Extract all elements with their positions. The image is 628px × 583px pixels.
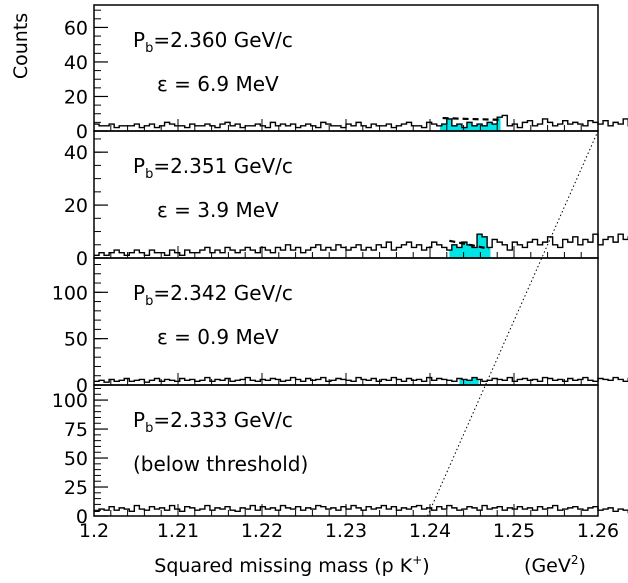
x-axis-label-main: Squared missing mass (p K [154,555,412,577]
frame-panel-1 [93,4,599,132]
x-axis-label: Squared missing mass (p K+) [154,553,429,577]
x-axis-unit: (GeV2) [524,553,586,577]
beam-momentum-subscript: b [145,41,153,56]
y-tick-label: 60 [64,17,88,39]
panel-1: 0 20 40 60 Pb=2.360 GeV/c ε = 6.9 MeV [64,4,628,143]
y-tick-label: 50 [64,329,88,351]
x-tick-label: 1.24 [409,520,451,542]
energy-label-panel-4: (below threshold) [133,452,308,476]
x-tick-label: 1.22 [241,520,283,542]
x-axis-label-sup: + [412,553,422,567]
x-tick-label: 1.25 [493,520,535,542]
energy-label-panel-1: ε = 6.9 MeV [157,72,279,96]
y-tick-label: 20 [64,86,88,108]
signal-peak-panel-1 [440,117,501,131]
signal-peak-panel-3 [459,377,479,385]
x-axis-unit-sup: 2 [571,553,579,567]
background-fit-panel-1 [442,116,499,121]
frame-panel-2 [93,130,599,259]
panel-2: 0 20 40 Pb=2.351 GeV/c ε = 3.9 MeV [64,130,628,270]
energy-label-panel-3: ε = 0.9 MeV [157,325,279,349]
x-axis-label-close: ) [422,555,429,577]
beam-momentum-value: =2.351 GeV/c [153,154,293,178]
beam-momentum-symbol: P [133,28,145,52]
beam-momentum-label-panel-2: Pb=2.351 GeV/c [133,154,293,182]
threshold-dotted-line [427,130,599,517]
beam-momentum-subscript: b [145,167,153,182]
histogram-panel-3 [94,376,628,383]
background-fit-panel-2 [449,239,490,250]
beam-momentum-label-panel-1: Pb=2.360 GeV/c [133,28,293,56]
frame-panel-4 [93,384,599,517]
x-axis: 1.2 1.21 1.22 1.23 1.24 1.25 1.26 [79,520,619,542]
beam-momentum-symbol: P [133,281,145,305]
beam-momentum-symbol: P [133,408,145,432]
y-tick-label: 20 [64,195,88,217]
beam-momentum-label-panel-3: Pb=2.342 GeV/c [133,281,293,309]
y-tick-label: 0 [76,121,88,143]
x-tick-label: 1.2 [79,520,109,542]
panel-3: 0 50 100 Pb=2.342 GeV/c ε = 0.9 MeV [52,257,628,397]
y-tick-label: 40 [64,52,88,74]
x-axis-unit-close: ) [579,555,586,577]
threshold-line [427,130,599,517]
x-tick-label: 1.26 [577,520,619,542]
y-tick-label: 50 [64,448,88,470]
frame-panel-3 [93,257,599,386]
histogram-panel-4 [94,504,628,514]
y-tick-label: 75 [64,419,88,441]
beam-momentum-value: =2.333 GeV/c [153,408,293,432]
beam-momentum-subscript: b [145,421,153,436]
panel-4: 0 25 50 75 100 Pb=2.333 GeV/c (below threshold… [52,384,628,528]
y-tick-label: 25 [64,477,88,499]
y-tick-label: 100 [52,390,88,412]
x-tick-label: 1.23 [325,520,367,542]
x-tick-label: 1.21 [157,520,199,542]
beam-momentum-subscript: b [145,294,153,309]
beam-momentum-value: =2.342 GeV/c [153,281,293,305]
beam-momentum-label-panel-4: Pb=2.333 GeV/c [133,408,293,436]
beam-momentum-symbol: P [133,154,145,178]
beam-momentum-value: =2.360 GeV/c [153,28,293,52]
x-axis-unit-main: (GeV [524,555,571,577]
y-tick-label: 40 [64,142,88,164]
y-tick-label: 100 [52,282,88,304]
y-tick-label: 0 [76,506,88,528]
y-tick-label: 0 [76,375,88,397]
signal-peak-panel-2 [449,234,491,258]
energy-label-panel-2: ε = 3.9 MeV [157,198,279,222]
y-axis-label: Counts [10,13,32,79]
histogram-panel-1 [94,114,628,129]
y-tick-label: 0 [76,248,88,270]
